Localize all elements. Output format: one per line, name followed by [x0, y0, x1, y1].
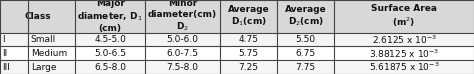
Bar: [0, 46, 474, 60]
Text: 6.0-7.5: 6.0-7.5: [166, 49, 199, 58]
Text: 7.75: 7.75: [296, 63, 316, 72]
Text: 2.6125 x 10$^{-3}$: 2.6125 x 10$^{-3}$: [372, 33, 437, 46]
Text: I: I: [2, 35, 5, 44]
Text: 5.0-6.5: 5.0-6.5: [94, 49, 126, 58]
Text: Minor
diameter(cm)
D$_2$: Minor diameter(cm) D$_2$: [148, 0, 217, 33]
Text: 5.61875 x 10$^{-3}$: 5.61875 x 10$^{-3}$: [369, 61, 439, 73]
Text: Small: Small: [31, 35, 56, 44]
Text: 5.50: 5.50: [296, 35, 316, 44]
Text: 5.75: 5.75: [238, 49, 259, 58]
Text: 6.75: 6.75: [296, 49, 316, 58]
Text: 5.0-6.0: 5.0-6.0: [166, 35, 199, 44]
Text: 6.5-8.0: 6.5-8.0: [94, 63, 126, 72]
Text: Class: Class: [24, 12, 51, 21]
Text: Surface Area
(m$^2$): Surface Area (m$^2$): [371, 4, 437, 28]
Text: 4.75: 4.75: [238, 35, 259, 44]
Text: Average
D$_2$(cm): Average D$_2$(cm): [285, 5, 327, 28]
Text: III: III: [2, 63, 10, 72]
Text: II: II: [2, 49, 8, 58]
Text: 7.25: 7.25: [238, 63, 259, 72]
Text: Large: Large: [31, 63, 56, 72]
Bar: [0, 60, 474, 74]
Text: 7.5-8.0: 7.5-8.0: [166, 63, 199, 72]
Bar: [0, 33, 474, 46]
Text: Medium: Medium: [31, 49, 67, 58]
Text: Major
diameter, D$_1$
(cm): Major diameter, D$_1$ (cm): [77, 0, 143, 33]
Text: 3.88125 x 10$^{-3}$: 3.88125 x 10$^{-3}$: [369, 47, 439, 59]
Text: Average
D$_1$(cm): Average D$_1$(cm): [228, 5, 270, 28]
Bar: [0, 0, 474, 33]
Text: 4.5-5.0: 4.5-5.0: [94, 35, 126, 44]
